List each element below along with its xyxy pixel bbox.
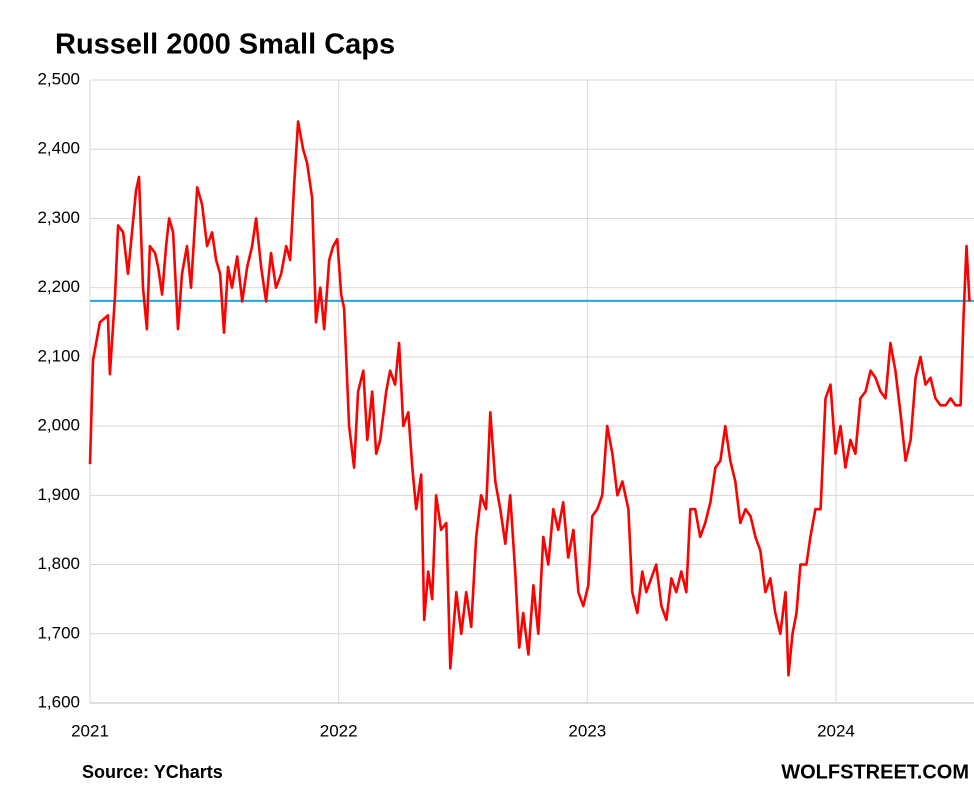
x-tick-label: 2024 xyxy=(817,721,855,740)
y-tick-label: 2,100 xyxy=(37,346,80,365)
source-note: Source: YCharts xyxy=(82,762,223,782)
y-tick-label: 2,300 xyxy=(37,208,80,227)
x-tick-label: 2022 xyxy=(320,721,358,740)
y-tick-label: 1,900 xyxy=(37,485,80,504)
x-tick-label: 2023 xyxy=(568,721,606,740)
price-line xyxy=(88,120,971,677)
y-tick-label: 2,000 xyxy=(37,416,80,435)
y-tick-label: 1,800 xyxy=(37,554,80,573)
y-tick-label: 2,400 xyxy=(37,139,80,158)
chart-title: Russell 2000 Small Caps xyxy=(55,29,395,61)
y-tick-label: 1,700 xyxy=(37,623,80,642)
x-tick-label: 2021 xyxy=(71,721,109,740)
brand: WOLFSTREET.COM xyxy=(781,761,969,783)
y-tick-label: 2,500 xyxy=(37,69,80,88)
y-tick-label: 2,200 xyxy=(37,277,80,296)
y-tick-label: 1,600 xyxy=(37,692,80,711)
